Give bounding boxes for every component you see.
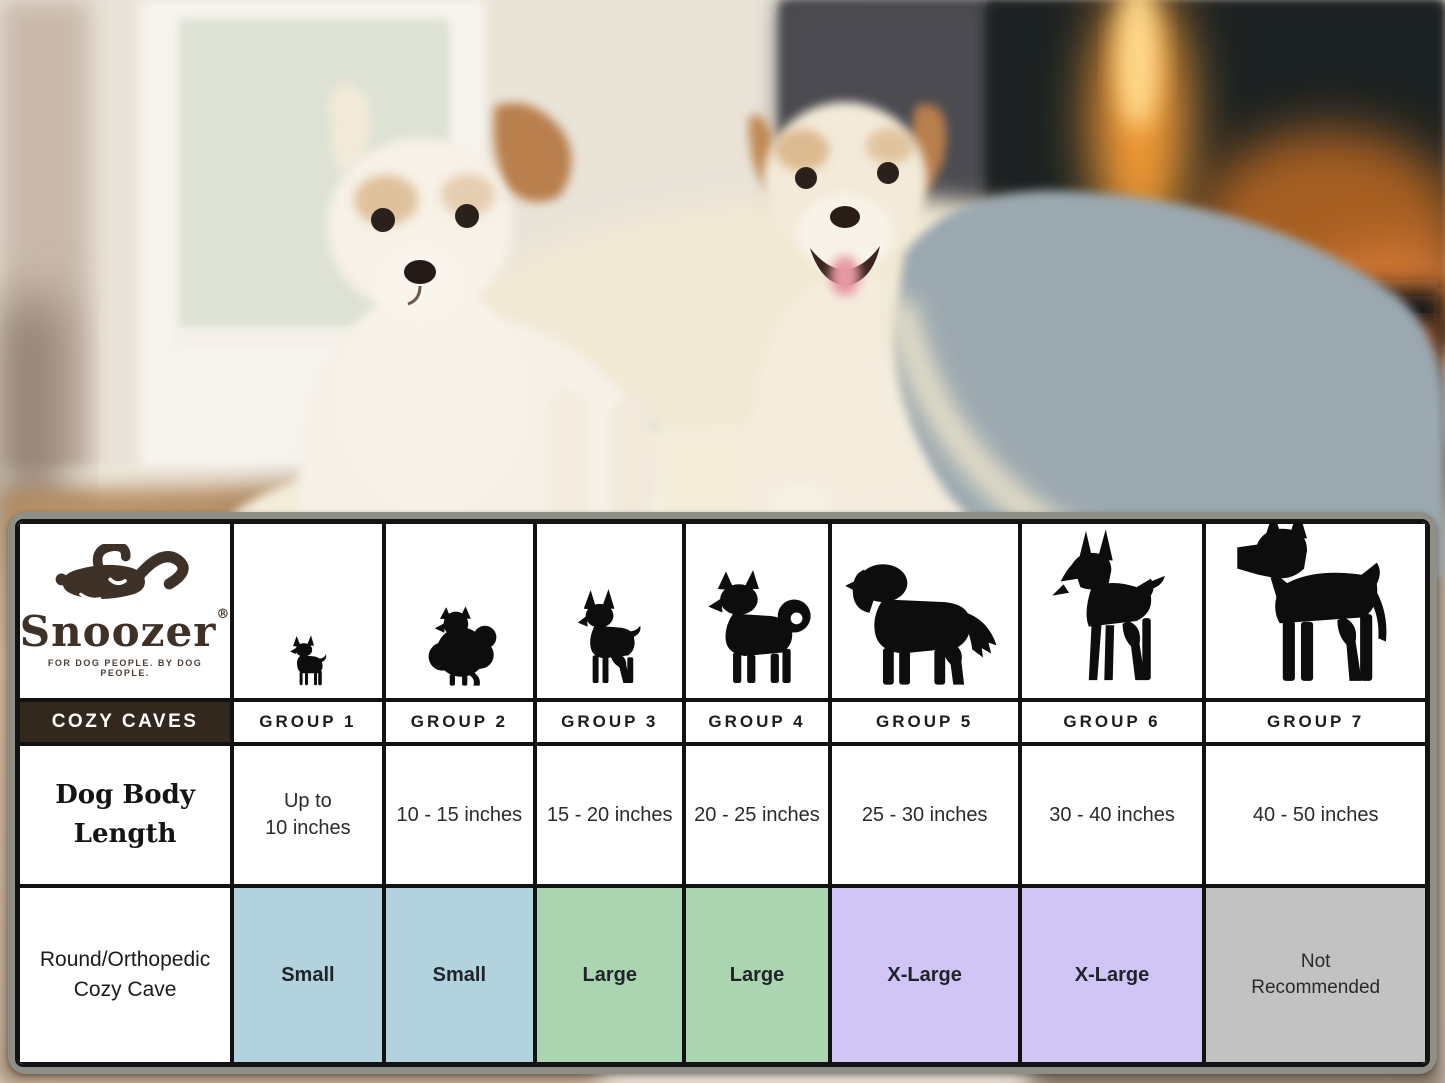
group-4-header: GROUP 4	[684, 700, 830, 744]
shiba-inu-silhouette-icon	[708, 570, 812, 684]
sizing-table-frame: Snoozer® FOR DOG PEOPLE. BY DOG PEOPLE.	[8, 512, 1437, 1074]
group-6-header: GROUP 6	[1019, 700, 1205, 744]
size-group-5: X-Large	[829, 886, 1020, 1064]
group-3-dog-cell	[535, 522, 685, 700]
chihuahua-silhouette-icon	[289, 635, 327, 686]
body-length-group-4: 20 - 25 inches	[684, 744, 830, 886]
group-5-header: GROUP 5	[829, 700, 1020, 744]
size-group-6: X-Large	[1019, 886, 1205, 1064]
brand-tagline: FOR DOG PEOPLE. BY DOG PEOPLE.	[47, 658, 203, 678]
product-row-label: Round/Orthopedic Cozy Cave	[18, 886, 233, 1064]
body-length-group-6: 30 - 40 inches	[1019, 744, 1205, 886]
body-length-group-5: 25 - 30 inches	[829, 744, 1020, 886]
group-1-header: GROUP 1	[232, 700, 384, 744]
group-4-dog-cell	[684, 522, 830, 700]
group-7-dog-cell	[1204, 522, 1427, 700]
body-length-group-2: 10 - 15 inches	[383, 744, 536, 886]
doberman-silhouette-icon	[1052, 529, 1165, 681]
size-group-3: Large	[535, 886, 685, 1064]
dachshund-dog-logo-icon	[55, 544, 189, 601]
size-group-4: Large	[684, 886, 830, 1064]
sizing-table: Snoozer® FOR DOG PEOPLE. BY DOG PEOPLE.	[15, 519, 1430, 1067]
size-group-7: Not Recommended	[1204, 886, 1427, 1064]
group-6-dog-cell	[1019, 522, 1205, 700]
group-5-dog-cell	[829, 522, 1020, 700]
brand-wordmark: Snoozer®	[19, 607, 231, 656]
brand-logo-cell: Snoozer® FOR DOG PEOPLE. BY DOG PEOPLE.	[18, 522, 233, 700]
group-7-header: GROUP 7	[1204, 700, 1427, 744]
group-3-header: GROUP 3	[535, 700, 685, 744]
great-dane-silhouette-icon	[1237, 522, 1387, 681]
body-length-group-7: 40 - 50 inches	[1204, 744, 1427, 886]
boston-terrier-silhouette-icon	[578, 588, 641, 684]
pomeranian-silhouette-icon	[428, 606, 497, 686]
group-2-header: GROUP 2	[383, 700, 536, 744]
body-length-group-1: Up to 10 inches	[232, 744, 384, 886]
size-group-1: Small	[232, 886, 384, 1064]
group-1-dog-cell	[232, 522, 384, 700]
group-2-dog-cell	[383, 522, 536, 700]
golden-retriever-silhouette-icon	[844, 564, 997, 685]
body-length-row-label: Dog Body Length	[18, 744, 233, 886]
body-length-group-3: 15 - 20 inches	[535, 744, 685, 886]
size-group-2: Small	[383, 886, 536, 1064]
registered-mark: ®	[216, 607, 231, 622]
series-label-cell: COZY CAVES	[18, 700, 233, 744]
